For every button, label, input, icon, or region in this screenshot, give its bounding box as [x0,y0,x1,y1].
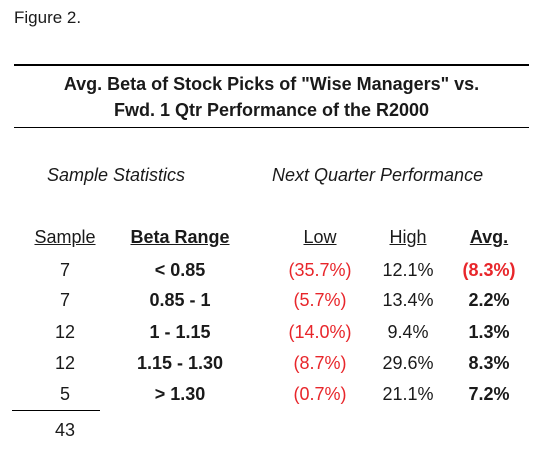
table-title-line1: Avg. Beta of Stock Picks of "Wise Manage… [63,74,480,94]
row-avg: 8.3% [468,353,510,373]
row-high: 9.4% [387,322,429,342]
sum-rule [12,410,100,411]
row-avg: 7.2% [468,384,510,404]
total-sample: 43 [54,420,76,440]
row-sample: 7 [59,260,70,280]
row-beta-range: < 0.85 [154,260,206,280]
row-avg: 2.2% [468,290,510,310]
header-sample: Sample [34,227,96,247]
table-title-line2: Fwd. 1 Qtr Performance of the R2000 [113,100,430,120]
title-bottom-rule [14,127,529,128]
row-avg: (8.3%) [462,260,516,280]
title-top-rule [14,64,529,66]
row-sample: 12 [54,353,76,373]
row-low: (0.7%) [293,384,347,404]
row-beta-range: 1.15 - 1.30 [136,353,224,373]
row-sample: 7 [59,290,70,310]
row-beta-range: 1 - 1.15 [149,322,211,342]
section-next-quarter-performance: Next Quarter Performance [272,165,484,185]
figure-label: Figure 2. [14,8,82,27]
header-avg: Avg. [469,227,509,247]
header-beta-range: Beta Range [130,227,230,247]
row-high: 12.1% [382,260,434,280]
section-sample-statistics: Sample Statistics [47,165,186,185]
row-beta-range: 0.85 - 1 [149,290,211,310]
row-low: (14.0%) [288,322,352,342]
header-high: High [389,227,427,247]
row-avg: 1.3% [468,322,510,342]
row-sample: 12 [54,322,76,342]
row-high: 21.1% [382,384,434,404]
header-low: Low [303,227,337,247]
row-low: (35.7%) [288,260,352,280]
row-low: (8.7%) [293,353,347,373]
row-beta-range: > 1.30 [154,384,206,404]
row-low: (5.7%) [293,290,347,310]
row-high: 13.4% [382,290,434,310]
row-sample: 5 [59,384,70,404]
row-high: 29.6% [382,353,434,373]
